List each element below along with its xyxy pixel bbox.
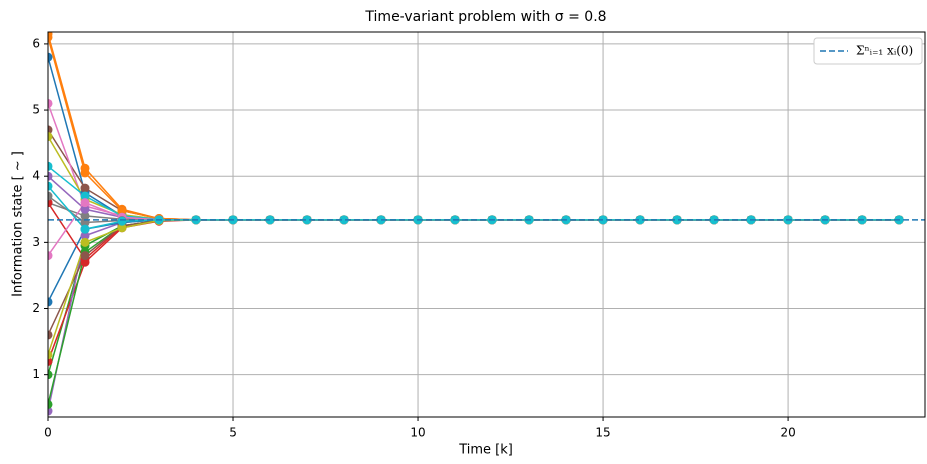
point <box>302 215 312 225</box>
point <box>48 125 53 135</box>
y-tick-label: 1 <box>32 367 40 381</box>
point <box>48 330 53 340</box>
point <box>80 198 90 208</box>
series-line <box>48 103 900 221</box>
series-line <box>48 136 900 221</box>
series-line <box>48 201 900 221</box>
plot-area <box>48 32 904 416</box>
point <box>117 223 127 233</box>
series-line <box>48 129 900 221</box>
point <box>80 237 90 247</box>
point <box>48 198 53 208</box>
point <box>48 399 53 409</box>
point <box>117 216 127 226</box>
point <box>48 350 53 360</box>
point <box>635 215 645 225</box>
x-tick-label: 5 <box>229 426 237 440</box>
x-tick-label: 0 <box>44 426 52 440</box>
y-tick-label: 3 <box>32 235 40 249</box>
series-line <box>48 201 900 257</box>
y-tick-label: 4 <box>32 169 40 183</box>
point <box>48 251 53 261</box>
legend-box <box>813 37 923 65</box>
point <box>48 370 53 380</box>
point <box>672 215 682 225</box>
point <box>80 211 90 221</box>
point <box>339 215 349 225</box>
series-line <box>48 202 900 261</box>
series-line <box>48 219 900 356</box>
point <box>48 191 53 201</box>
x-tick-label: 15 <box>595 426 610 440</box>
point <box>48 161 53 171</box>
point <box>48 32 53 42</box>
x-tick-label: 10 <box>410 426 425 440</box>
y-tick-label: 2 <box>32 301 40 315</box>
point <box>80 183 90 193</box>
series-line <box>48 165 900 221</box>
point <box>48 297 53 307</box>
series-line <box>48 219 900 375</box>
series-line <box>48 56 900 221</box>
series-line <box>48 175 900 221</box>
point <box>80 168 90 178</box>
series-line <box>48 33 900 221</box>
point <box>80 204 90 214</box>
point <box>48 406 53 416</box>
point <box>80 231 90 241</box>
x-tick-label: 20 <box>780 426 795 440</box>
frame <box>47 31 926 418</box>
y-tick-label: 5 <box>32 103 40 117</box>
point <box>265 215 275 225</box>
y-tick-label: 6 <box>32 36 40 50</box>
legend-label: Σⁿᵢ₌₁ xᵢ(0) <box>856 44 913 58</box>
point <box>80 251 90 261</box>
point <box>117 206 127 216</box>
point <box>48 171 53 181</box>
point <box>80 224 90 234</box>
series-line <box>48 219 900 303</box>
chart-title: Time-variant problem with σ = 0.8 <box>364 9 606 25</box>
point <box>598 215 608 225</box>
series-line <box>48 37 900 221</box>
series-line <box>48 219 900 362</box>
series-line <box>48 185 900 230</box>
point <box>80 191 90 201</box>
series-line <box>48 219 900 405</box>
point <box>48 356 53 366</box>
x-axis-label: Time [k] <box>458 443 513 458</box>
series-line <box>48 219 900 336</box>
point <box>48 98 53 108</box>
point <box>48 52 53 62</box>
y-axis-label: Information state [ ~ ] <box>11 151 26 297</box>
series-line <box>48 219 900 412</box>
point <box>48 181 53 191</box>
point <box>48 132 53 142</box>
